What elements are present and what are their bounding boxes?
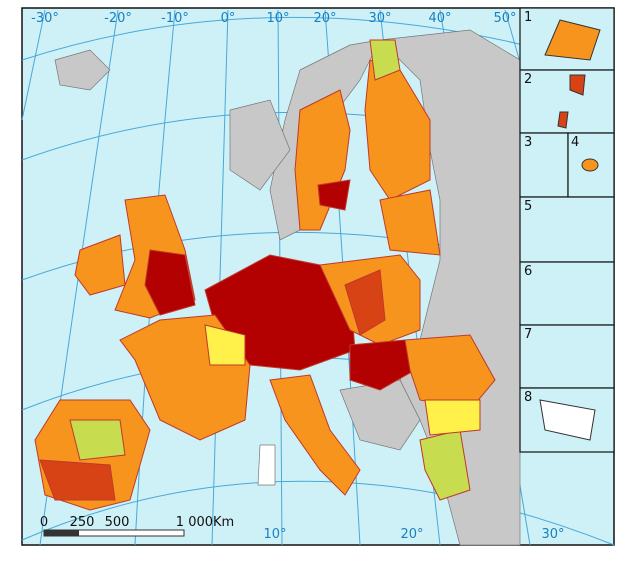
iceland — [54, 49, 111, 91]
spain-centre — [69, 419, 126, 461]
graticule-label: 0° — [221, 11, 236, 26]
inset-box — [519, 132, 569, 198]
graticule-label: 10° — [266, 11, 289, 26]
scale-label: 1 000Km — [176, 515, 234, 530]
scale-label: 500 — [105, 515, 130, 530]
inset-shape — [544, 19, 601, 61]
scale-label: 250 — [70, 515, 95, 530]
stockholm — [317, 179, 351, 211]
bulgaria — [424, 399, 481, 436]
scale-label: 0 — [40, 515, 48, 530]
north-sea-land — [229, 99, 291, 191]
meridian — [211, 9, 229, 546]
graticule-label: -30° — [31, 11, 59, 26]
scale-bar-rect — [44, 530, 79, 536]
inset-box — [519, 324, 615, 389]
inset-shape — [581, 158, 599, 172]
insets — [519, 7, 615, 453]
inset-number: 5 — [524, 199, 532, 214]
italy — [269, 374, 361, 496]
poland-centre — [344, 269, 386, 336]
inset-box — [519, 261, 615, 326]
lapland — [369, 39, 401, 81]
graticule-label: 50° — [493, 11, 516, 26]
inset-number: 4 — [571, 135, 579, 150]
ireland — [74, 234, 126, 296]
inset-number: 8 — [524, 390, 532, 405]
ile-de-france — [204, 324, 246, 366]
finland — [364, 59, 431, 201]
sardinia — [257, 444, 276, 486]
scale-bar — [43, 529, 185, 537]
inset-shape — [557, 74, 586, 129]
graticule-label: 20° — [313, 11, 336, 26]
graticule-label: 20° — [400, 527, 423, 542]
land — [34, 29, 521, 546]
meridian — [21, 9, 46, 121]
graticule-label: -20° — [104, 11, 132, 26]
inset-number: 3 — [524, 135, 532, 150]
graticule-label: 30° — [368, 11, 391, 26]
baltics — [379, 189, 441, 256]
inset-box — [519, 196, 615, 263]
inset-number: 6 — [524, 264, 532, 279]
graticule-label: 10° — [263, 527, 286, 542]
england — [144, 249, 196, 316]
graticule-label: -10° — [161, 11, 189, 26]
graticule-label: 30° — [541, 527, 564, 542]
inset-number: 7 — [524, 327, 532, 342]
parallel — [21, 480, 615, 546]
inset-number: 2 — [524, 72, 532, 87]
inset-number: 1 — [524, 10, 532, 25]
graticule-label: 40° — [428, 11, 451, 26]
andalucia — [39, 459, 116, 501]
hungary — [349, 339, 416, 391]
inset-shape — [539, 399, 596, 441]
